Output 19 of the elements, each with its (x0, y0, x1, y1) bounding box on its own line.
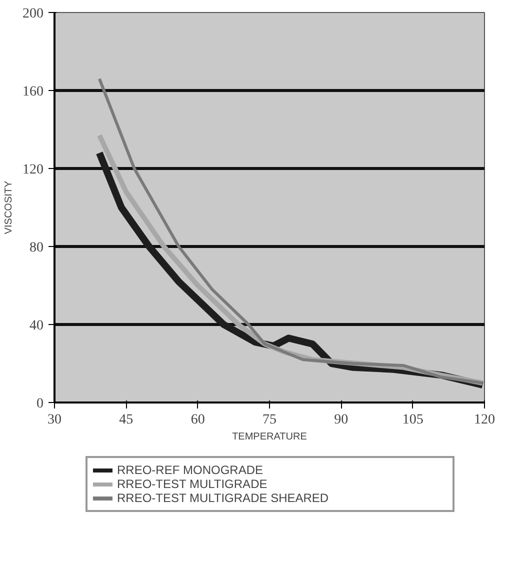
legend-label: RREO-REF MONOGRADE (117, 463, 264, 477)
x-tick-label: 105 (402, 412, 424, 428)
x-tick-label: 120 (474, 412, 495, 428)
line-series (98, 77, 484, 384)
y-tick-label: 0 (36, 396, 44, 412)
y-tick-label: 160 (22, 84, 44, 100)
x-tick-label: 90 (334, 412, 348, 428)
y-tick-label: 80 (30, 240, 44, 256)
y-tick-label: 200 (22, 6, 44, 22)
x-tick-label: 60 (190, 412, 205, 428)
legend-label: RREO-TEST MULTIGRADE (117, 477, 268, 491)
y-tick-label: 40 (30, 318, 44, 334)
y-tick-label: 120 (22, 162, 44, 178)
x-axis-title: TEMPERATURE (232, 432, 308, 442)
x-tick-label: 30 (48, 412, 62, 428)
x-tick-label: 75 (262, 412, 276, 428)
y-axis-title: VISCOSITY (4, 180, 14, 234)
legend-label: RREO-TEST MULTIGRADE SHEARED (117, 491, 330, 505)
x-tick-label: 45 (119, 412, 134, 428)
